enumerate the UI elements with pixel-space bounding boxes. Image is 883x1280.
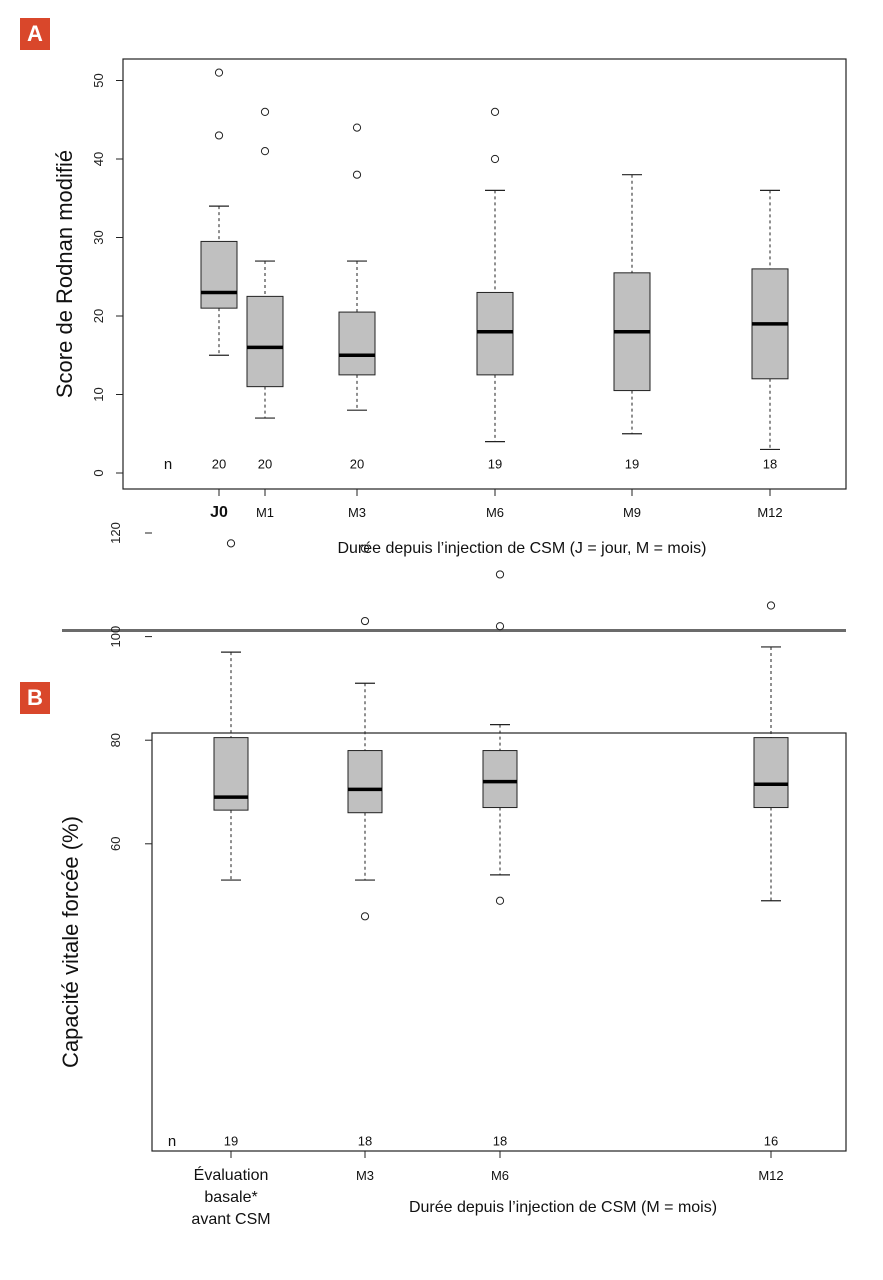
box-3 <box>338 123 376 411</box>
n-count-label: 18 <box>493 1133 507 1148</box>
x-tick-label: M3 <box>348 505 366 520</box>
chart-a: 0 10 20 30 40 50 Score de Rodnan modifié n 20 20 2… <box>52 58 847 557</box>
box-5 <box>613 174 651 435</box>
outlier-point <box>260 147 270 156</box>
x-tick-label: M12 <box>757 505 782 520</box>
outlier-point <box>352 170 362 179</box>
x-axis-title: Durée depuis l’injection de CSM (J = jou… <box>337 540 706 557</box>
outlier-point <box>495 896 505 905</box>
outlier-point <box>490 154 500 164</box>
box-iqr <box>476 291 514 376</box>
x-tick-label: M1 <box>256 505 274 520</box>
y-tick-label: 10 <box>91 387 106 401</box>
n-count-label: 20 <box>212 456 226 471</box>
outlier-point <box>360 616 370 626</box>
x-tick-label: M9 <box>623 505 641 520</box>
n-count-label: 20 <box>350 456 364 471</box>
n-label: n <box>164 456 172 473</box>
box-6 <box>751 189 789 451</box>
outlier-point <box>260 107 270 117</box>
x-axis-title: Durée depuis l’injection de CSM (M = moi… <box>409 1199 717 1216</box>
outlier-point <box>766 601 776 610</box>
x-tick-label: M6 <box>486 505 504 520</box>
y-tick-label: 20 <box>91 309 106 323</box>
plot-frame-group <box>151 732 847 1152</box>
box-iqr <box>246 295 284 388</box>
n-count-label: 18 <box>358 1133 372 1148</box>
outlier-point <box>490 107 500 117</box>
box-iqr <box>347 750 383 814</box>
n-count-label: 18 <box>763 456 777 471</box>
panel-a-label: A <box>20 18 50 50</box>
outlier-point <box>214 131 224 140</box>
x-tick-label: Évaluation basale* avant CSM <box>191 1165 270 1228</box>
box-4 <box>476 107 514 443</box>
outlier-point <box>360 544 370 553</box>
y-tick-label: 50 <box>91 73 106 87</box>
outlier-point <box>495 622 505 631</box>
box-iqr <box>200 240 238 309</box>
y-tick-label: 120 <box>108 522 123 544</box>
plot-frame-group <box>122 58 847 490</box>
box-iqr <box>482 750 518 809</box>
box-1 <box>213 539 249 881</box>
box-2 <box>246 107 284 419</box>
box-iqr <box>213 737 249 811</box>
y-axis-title: Score de Rodnan modifié <box>52 150 77 398</box>
chart-b: 60 80 100 120 Capacité vitale forcée (%) n 19 1… <box>58 522 847 1228</box>
outlier-point <box>495 570 505 579</box>
box-4 <box>753 601 789 902</box>
n-count-label: 20 <box>258 456 272 471</box>
box-1 <box>200 68 238 356</box>
x-tick-label: M6 <box>491 1168 509 1183</box>
panel-b-label: B <box>20 682 50 714</box>
plot-frame <box>122 58 847 490</box>
y-tick-label: 40 <box>91 152 106 166</box>
n-count-label: 19 <box>625 456 639 471</box>
outlier-point <box>214 68 224 77</box>
n-count-label: 19 <box>488 456 502 471</box>
n-count-label: 19 <box>224 1133 238 1148</box>
y-tick-label: 100 <box>108 626 123 648</box>
x-tick-label: M3 <box>356 1168 374 1183</box>
plot-frame <box>151 732 847 1152</box>
y-tick-label: 30 <box>91 230 106 244</box>
y-axis-title: Capacité vitale forcée (%) <box>58 816 83 1068</box>
y-tick-label: 80 <box>108 733 123 747</box>
y-tick-label: 60 <box>108 837 123 851</box>
n-label: n <box>168 1133 176 1150</box>
n-count-label: 16 <box>764 1133 778 1148</box>
outlier-point <box>226 539 236 548</box>
outlier-point <box>360 912 370 921</box>
box-iqr <box>753 737 789 809</box>
outlier-point <box>352 123 362 132</box>
x-tick-label: M12 <box>758 1168 783 1183</box>
y-tick-label: 0 <box>91 469 106 476</box>
box-iqr <box>338 311 376 376</box>
box-2 <box>347 544 383 921</box>
box-3 <box>482 570 518 905</box>
panel-divider <box>62 629 846 632</box>
x-tick-label: J0 <box>210 504 228 521</box>
